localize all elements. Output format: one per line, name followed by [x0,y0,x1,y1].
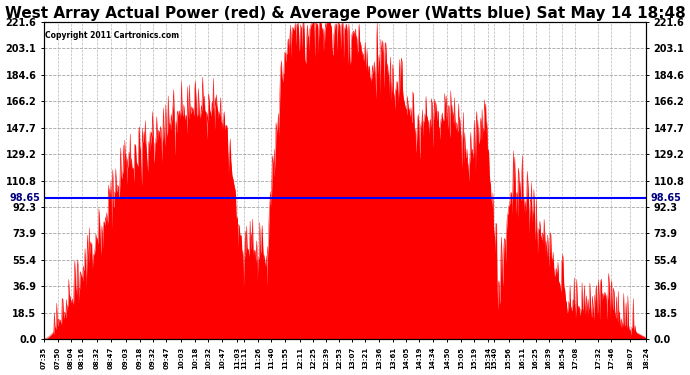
Title: West Array Actual Power (red) & Average Power (Watts blue) Sat May 14 18:48: West Array Actual Power (red) & Average … [5,6,685,21]
Text: 98.65: 98.65 [9,193,40,203]
Text: Copyright 2011 Cartronics.com: Copyright 2011 Cartronics.com [46,31,179,40]
Text: 98.65: 98.65 [650,193,681,203]
